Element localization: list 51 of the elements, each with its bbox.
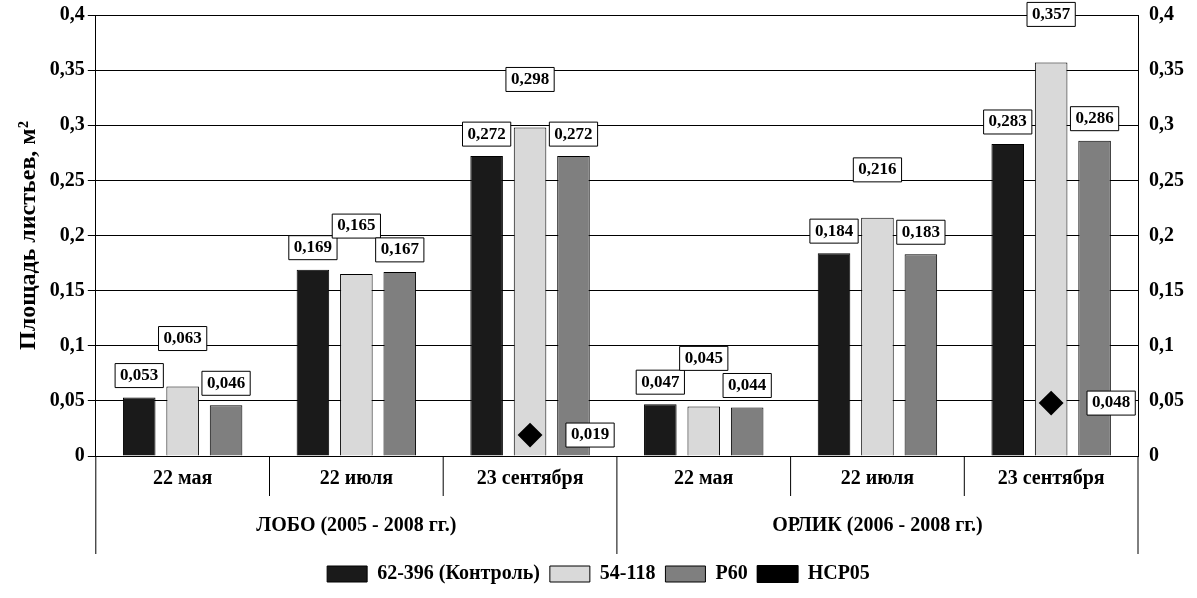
data-label: 0,357 xyxy=(1032,3,1071,23)
legend-label: 62-396 (Контроль) xyxy=(377,561,540,585)
data-label: 0,167 xyxy=(380,239,420,259)
x-tick-label: 22 июля xyxy=(319,466,394,489)
data-label: 0,044 xyxy=(728,374,767,394)
y-tick-label: 0,4 xyxy=(59,2,85,25)
x-tick-label: 23 сентября xyxy=(476,466,584,490)
y2-tick-label: 0,1 xyxy=(1149,332,1174,355)
y-tick-label: 0,35 xyxy=(49,57,85,80)
legend-label: НСР05 xyxy=(807,561,870,584)
y2-tick-label: 0,25 xyxy=(1149,167,1184,190)
y-tick-label: 0,1 xyxy=(59,332,85,355)
y-tick-label: 0,15 xyxy=(49,277,85,300)
y-tick-label: 0,25 xyxy=(49,167,85,190)
y2-tick-label: 0,15 xyxy=(1149,277,1184,300)
legend-label: Р60 xyxy=(715,561,748,584)
data-label: 0,272 xyxy=(554,123,593,143)
y2-tick-label: 0 xyxy=(1149,443,1159,466)
data-label: 0,053 xyxy=(120,364,159,384)
data-label: 0,048 xyxy=(1092,392,1131,412)
y-tick-label: 0,05 xyxy=(49,388,85,411)
data-label: 0,046 xyxy=(206,372,246,392)
data-label: 0,298 xyxy=(510,68,550,88)
legend-label: 54-118 xyxy=(599,561,656,584)
data-label: 0,283 xyxy=(988,111,1027,131)
data-label: 0,047 xyxy=(641,371,680,391)
x-tick-label: 22 июля xyxy=(840,466,915,489)
data-label: 0,165 xyxy=(337,215,376,235)
data-label: 0,184 xyxy=(814,220,854,240)
x-tick-label: 23 сентября xyxy=(997,466,1105,490)
data-label: 0,045 xyxy=(684,347,723,367)
data-label: 0,019 xyxy=(570,424,610,444)
text: ЛОБО (2005 - 2008 гг.) xyxy=(256,513,457,537)
data-label: 0,063 xyxy=(163,327,202,347)
y-tick-label: 0,2 xyxy=(59,222,85,245)
text: ОРЛИК (2006 - 2008 гг.) xyxy=(772,513,983,537)
y2-tick-label: 0,35 xyxy=(1149,57,1184,80)
y2-tick-label: 0,2 xyxy=(1149,222,1174,245)
data-label: 0,169 xyxy=(293,237,333,257)
y-tick-label: 0,3 xyxy=(59,112,85,135)
data-label: 0,272 xyxy=(467,123,506,143)
data-label: 0,216 xyxy=(858,159,897,179)
y2-tick-label: 0,05 xyxy=(1149,388,1184,411)
x-tick-label: 22 мая xyxy=(674,466,734,489)
data-label: 0,286 xyxy=(1075,108,1114,128)
y2-tick-label: 0,3 xyxy=(1149,112,1174,135)
y-axis-title: Площадь листьев, м² xyxy=(13,121,40,350)
data-label: 0,183 xyxy=(901,221,940,241)
y-tick-label: 0 xyxy=(74,443,85,466)
x-tick-label: 22 мая xyxy=(152,466,213,489)
y2-tick-label: 0,4 xyxy=(1149,2,1174,25)
